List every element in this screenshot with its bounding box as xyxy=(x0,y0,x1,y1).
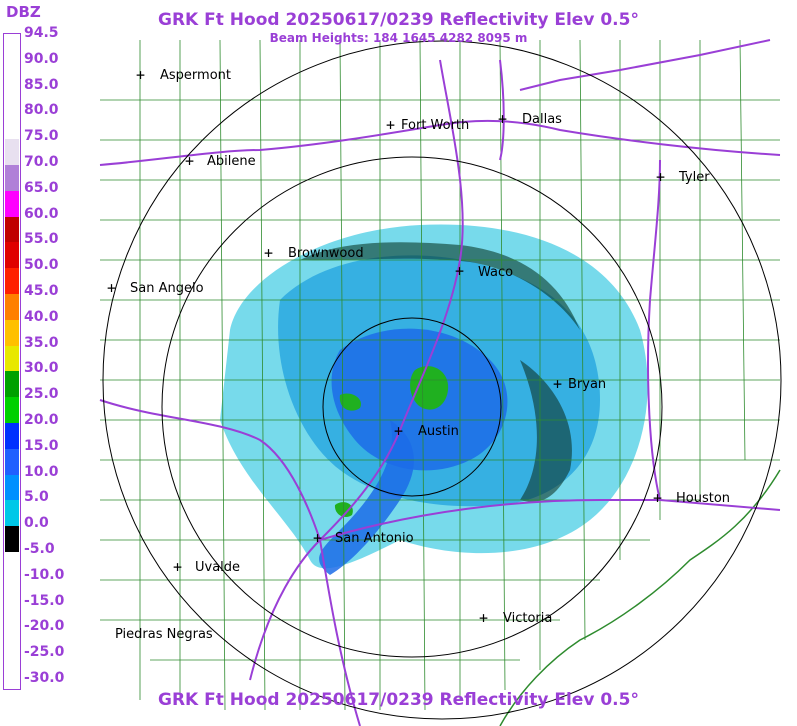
color-legend xyxy=(3,33,21,690)
city-label: Victoria xyxy=(503,611,553,626)
legend-tick-label: 55.0 xyxy=(24,231,59,248)
city-label: Uvalde xyxy=(195,560,241,575)
legend-swatch xyxy=(5,603,19,630)
legend-tick-label: 50.0 xyxy=(24,257,59,274)
legend-tick-label: 10.0 xyxy=(24,463,59,480)
city-label: Aspermont xyxy=(160,68,231,83)
legend-tick-label: 15.0 xyxy=(24,437,59,454)
legend-swatch xyxy=(5,190,19,217)
legend-tick-label: 25.0 xyxy=(24,386,59,403)
legend-swatch xyxy=(5,655,19,681)
city-label: San Antonio xyxy=(335,531,414,546)
city-marker-icon: + xyxy=(455,262,465,280)
legend-swatch xyxy=(5,61,19,88)
legend-tick-label: 80.0 xyxy=(24,102,59,119)
legend-tick-label: 70.0 xyxy=(24,154,59,170)
legend-swatch xyxy=(5,216,19,243)
legend-swatch xyxy=(5,87,19,114)
legend-swatch xyxy=(5,113,19,140)
legend-swatch xyxy=(5,397,19,423)
legend-tick-label: -5.0 xyxy=(24,541,55,557)
city-marker-icon: + xyxy=(185,152,195,170)
beam-heights: Beam Heights: 184 1645 4282 8095 m xyxy=(269,31,528,45)
legend-tick-label: -15.0 xyxy=(24,592,65,609)
legend-unit: DBZ xyxy=(6,3,41,21)
legend-swatch xyxy=(5,500,19,527)
map-title: GRK Ft Hood 20250617/0239 Reflectivity E… xyxy=(158,10,639,30)
city-marker-icon: + xyxy=(498,110,508,128)
city-marker-icon: + xyxy=(553,375,563,393)
legend-swatch xyxy=(5,345,19,372)
legend-swatch xyxy=(5,448,19,475)
city-marker-icon: + xyxy=(386,116,396,134)
legend-tick-label: -10.0 xyxy=(24,566,65,583)
legend-tick-label: 20.0 xyxy=(24,412,59,428)
legend-tick-label: -20.0 xyxy=(24,618,65,635)
city-label: Waco xyxy=(478,265,514,280)
legend-tick-label: 0.0 xyxy=(24,515,49,532)
legend-swatch xyxy=(5,577,19,604)
legend-swatch xyxy=(5,629,19,656)
legend-swatch xyxy=(5,371,19,398)
city-marker-icon: + xyxy=(136,66,146,84)
city-marker-icon: + xyxy=(653,489,663,507)
range-rings xyxy=(102,40,782,720)
legend-tick-label: 35.0 xyxy=(24,334,59,351)
legend-tick-label: 45.0 xyxy=(24,283,59,299)
legend-tick-label: 60.0 xyxy=(24,205,59,222)
city-marker-icon: + xyxy=(107,279,117,297)
legend-tick-label: 30.0 xyxy=(24,360,59,377)
gulf-coastline xyxy=(499,469,781,726)
city-marker-icon: + xyxy=(173,558,183,576)
legend-tick-label: 40.0 xyxy=(24,308,59,325)
legend-tick-label: -30.0 xyxy=(24,670,65,686)
legend-tick-label: 94.5 xyxy=(24,25,59,41)
city-marker-icon: + xyxy=(264,244,274,262)
legend-tick-label: 85.0 xyxy=(24,76,59,93)
legend-swatch xyxy=(5,319,19,346)
city-label: Houston xyxy=(676,491,731,506)
map-footer: GRK Ft Hood 20250617/0239 Reflectivity E… xyxy=(158,690,639,710)
legend-swatch xyxy=(5,526,19,552)
city-label: Dallas xyxy=(522,112,562,127)
city-label: Brownwood xyxy=(288,246,364,261)
legend-tick-label: -25.0 xyxy=(24,644,65,661)
city-label: Austin xyxy=(418,424,459,439)
legend-tick-label: 5.0 xyxy=(24,489,49,506)
legend-swatch xyxy=(5,139,19,165)
legend-swatch xyxy=(5,242,19,269)
legend-swatch xyxy=(5,474,19,501)
city-marker-icon: + xyxy=(656,168,666,186)
legend-swatch xyxy=(5,294,19,320)
legend-tick-label: 90.0 xyxy=(24,50,59,67)
highways xyxy=(99,39,781,726)
legend-tick-label: 75.0 xyxy=(24,128,59,145)
city-label: Piedras Negras xyxy=(115,627,213,642)
city-marker-icon: + xyxy=(479,609,489,627)
legend-swatch xyxy=(5,165,19,191)
city-label: Abilene xyxy=(207,154,256,169)
city-label: Bryan xyxy=(568,377,607,392)
radar-echoes xyxy=(220,224,648,575)
legend-swatch xyxy=(5,268,19,294)
city-label: Fort Worth xyxy=(401,118,470,133)
city-marker-icon: + xyxy=(394,422,404,440)
legend-swatch xyxy=(5,552,19,578)
city-label: Tyler xyxy=(679,170,710,185)
city-marker-icon: + xyxy=(313,529,323,547)
legend-swatch xyxy=(5,36,19,62)
legend-tick-label: 65.0 xyxy=(24,179,59,196)
legend-swatch xyxy=(5,423,19,449)
city-label: San Angelo xyxy=(130,281,204,296)
